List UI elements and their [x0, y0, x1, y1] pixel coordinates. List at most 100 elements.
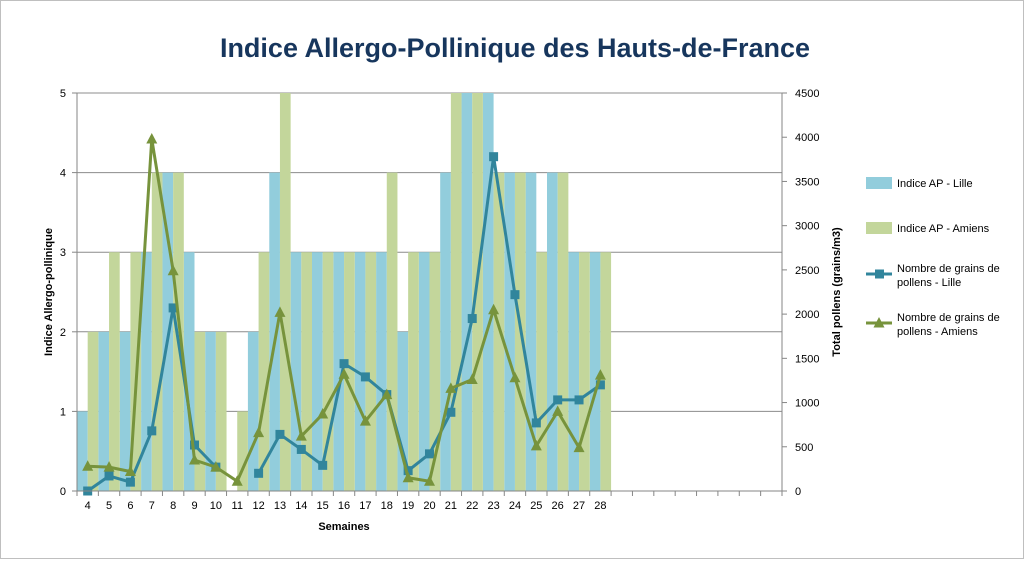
bar: [600, 252, 612, 491]
bar: [376, 252, 387, 491]
x-tick-label: 22: [466, 500, 478, 512]
data-point: [210, 461, 222, 472]
bar: [258, 252, 270, 491]
bar: [450, 93, 462, 491]
data-point: [147, 426, 157, 436]
bar: [269, 172, 280, 491]
data-point: [445, 382, 457, 393]
data-point: [167, 264, 179, 276]
bar: [173, 172, 184, 491]
bar: [247, 331, 259, 491]
data-point: [595, 380, 605, 390]
legend-label: Nombre de grains de pollens - Amiens: [897, 312, 1000, 338]
bar: [151, 172, 163, 491]
bar: [493, 172, 505, 491]
x-tick-label: 5: [106, 500, 112, 512]
data-point: [125, 477, 135, 487]
bar: [408, 252, 419, 491]
x-tick-label: 7: [149, 500, 155, 512]
legend-item: Nombre de grains de pollens - Lille: [866, 263, 1000, 289]
data-point: [466, 373, 478, 385]
bar: [109, 252, 120, 491]
legend-label: Indice AP - Lille: [897, 178, 973, 190]
legend-item: Nombre de grains de pollens - Amiens: [866, 312, 1000, 338]
y-tick-label: 1: [60, 406, 66, 418]
bar: [536, 252, 547, 491]
x-tick-label: 28: [594, 500, 606, 512]
legend-marker: [873, 317, 885, 328]
y-tick-label: 4: [60, 168, 66, 180]
bar: [472, 93, 483, 491]
x-tick-label: 23: [487, 500, 499, 512]
x-tick-label: 17: [359, 500, 371, 512]
data-point: [381, 388, 393, 400]
data-point: [509, 371, 521, 383]
data-point: [573, 441, 585, 453]
bar: [461, 93, 473, 491]
bar: [397, 331, 409, 491]
data-point: [574, 395, 584, 405]
data-point: [253, 426, 265, 438]
legend-item: Indice AP - Lille: [866, 177, 973, 190]
bar: [418, 252, 430, 491]
bar: [525, 172, 537, 491]
x-tick-label: 4: [85, 500, 91, 512]
bar: [344, 252, 355, 491]
y-axis-label: Indice Allergo-pollinique: [43, 228, 55, 356]
legend-item: Indice AP - Amiens: [866, 222, 990, 235]
data-point: [553, 395, 563, 405]
x-tick-label: 21: [445, 500, 457, 512]
bar: [141, 252, 152, 491]
x-axis-label: Semaines: [318, 521, 369, 533]
data-point: [488, 303, 500, 315]
bar: [557, 172, 569, 491]
data-point: [317, 408, 329, 419]
x-tick-label: 20: [423, 500, 435, 512]
data-point: [189, 454, 200, 465]
y2-tick-label: 1000: [795, 398, 819, 410]
bar: [579, 252, 590, 491]
data-point: [446, 407, 456, 417]
legend-swatch: [866, 222, 892, 234]
y2-tick-label: 2000: [795, 309, 819, 321]
bar: [482, 93, 494, 491]
x-tick-label: 6: [127, 500, 133, 512]
y2-tick-label: 500: [795, 442, 813, 454]
data-point: [594, 369, 606, 380]
chart-title: Indice Allergo-Pollinique des Hauts-de-F…: [220, 33, 810, 63]
x-tick-label: 9: [191, 500, 197, 512]
legend-swatch: [866, 177, 892, 189]
bar-series: [77, 93, 612, 491]
y2-tick-label: 3500: [795, 176, 819, 188]
data-point: [467, 314, 477, 324]
x-tick-label: 10: [210, 500, 222, 512]
x-tick-label: 24: [509, 500, 521, 512]
x-tick-label: 14: [295, 500, 307, 512]
data-point: [338, 368, 350, 379]
data-point: [424, 475, 435, 486]
bar: [440, 172, 451, 491]
legend-marker: [875, 269, 884, 279]
bar: [386, 172, 398, 491]
bar: [87, 331, 99, 491]
bar: [354, 252, 366, 491]
data-point: [103, 461, 115, 472]
bar: [215, 331, 227, 491]
data-point: [82, 460, 94, 471]
x-tick-label: 15: [317, 500, 329, 512]
data-point: [510, 290, 520, 300]
bar: [322, 252, 334, 491]
bar: [301, 252, 312, 491]
data-point: [124, 465, 136, 477]
bar: [429, 252, 441, 491]
y2-tick-label: 1500: [795, 353, 819, 365]
y-tick-label: 2: [60, 327, 66, 339]
data-point: [360, 372, 370, 382]
x-tick-label: 11: [232, 500, 243, 512]
bar: [568, 252, 580, 491]
data-point: [318, 460, 328, 470]
y2-axis-label: Total pollens (grains/m3): [831, 227, 843, 357]
x-tick-label: 13: [274, 500, 286, 512]
data-point: [530, 439, 542, 451]
x-tick-label: 25: [530, 500, 542, 512]
